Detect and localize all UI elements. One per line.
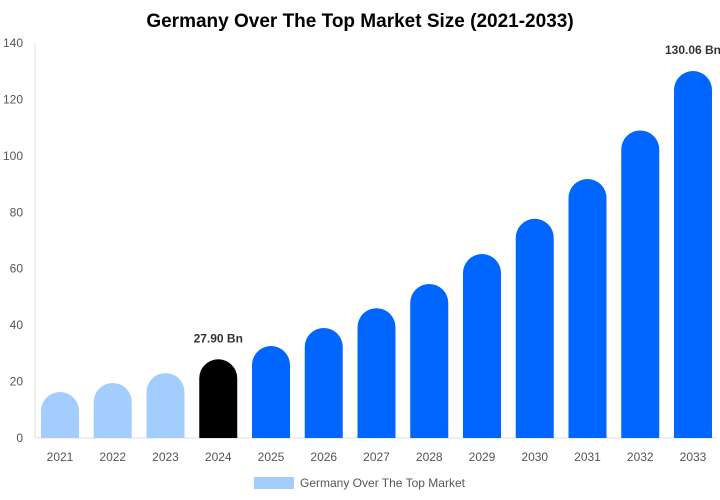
y-tick-label: 80 [10,205,24,219]
y-tick-label: 40 [10,318,24,332]
bar-2025[interactable] [252,346,290,438]
x-tick-label: 2021 [47,450,74,464]
legend-label: Germany Over The Top Market [300,476,466,490]
bar-2032[interactable] [621,130,660,438]
x-tick-label: 2024 [205,450,232,464]
x-axis: 2021 2022 2023 2024 2025 2026 2027 2028 2029 2030… [47,450,707,464]
bar-2029[interactable] [463,254,501,438]
x-tick-label: 2025 [258,450,285,464]
y-tick-label: 100 [3,149,23,163]
bar-2026[interactable] [304,327,343,438]
y-tick-label: 60 [10,262,24,276]
x-tick-label: 2031 [574,450,601,464]
bar-2023[interactable] [146,373,185,438]
x-tick-label: 2030 [521,450,548,464]
y-tick-label: 20 [10,375,24,389]
bars [41,71,712,439]
x-tick-label: 2029 [469,450,496,464]
bar-2024[interactable] [199,359,238,438]
data-label: 27.90 Bn [194,331,243,345]
y-tick-label: 0 [16,431,23,445]
bar-2030[interactable] [515,218,554,438]
x-tick-label: 2032 [627,450,654,464]
data-labels: 27.90 Bn 130.06 Bn [194,43,720,345]
bar-2021[interactable] [41,392,79,438]
x-tick-label: 2027 [363,450,390,464]
legend[interactable]: Germany Over The Top Market [254,476,466,490]
x-tick-label: 2033 [680,450,707,464]
bar-2031[interactable] [568,178,607,438]
bar-2022[interactable] [93,382,132,438]
y-tick-label: 140 [3,36,23,50]
x-tick-label: 2023 [152,450,179,464]
chart-title: Germany Over The Top Market Size (2021-2… [146,11,573,32]
x-tick-label: 2028 [416,450,443,464]
bar-2027[interactable] [357,308,396,438]
bar-2033[interactable] [674,71,712,439]
bar-2028[interactable] [410,283,449,438]
x-tick-label: 2026 [310,450,337,464]
legend-swatch [254,477,294,489]
x-tick-label: 2022 [99,450,126,464]
data-label: 130.06 Bn [665,43,720,57]
y-tick-label: 120 [3,92,23,106]
